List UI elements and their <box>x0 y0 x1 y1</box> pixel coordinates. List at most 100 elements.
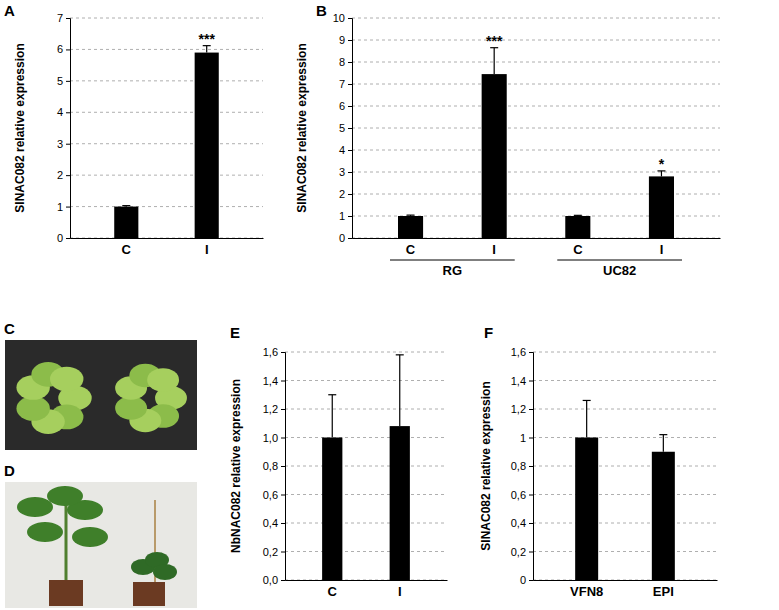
error-bar <box>328 395 336 438</box>
grid-line <box>352 62 720 63</box>
tick: 6 <box>57 43 70 55</box>
tick-label: 0,4 <box>511 517 526 529</box>
annotation: * <box>659 156 665 172</box>
tick-mark <box>281 381 285 382</box>
panel-label: F <box>484 324 493 341</box>
tick-mark <box>529 438 533 439</box>
plant <box>16 362 91 434</box>
bar <box>322 438 342 581</box>
tick-mark <box>529 495 533 496</box>
bar <box>565 216 590 238</box>
tick-mark <box>348 172 352 173</box>
tick: 7 <box>57 12 70 24</box>
tick-label: C <box>573 242 583 257</box>
tick-label: I <box>205 242 209 257</box>
tick: I <box>660 238 664 257</box>
tick: 0 <box>57 232 70 244</box>
tick-mark <box>529 580 533 581</box>
tick: 0,6 <box>511 489 533 501</box>
tick-mark <box>281 409 285 410</box>
error-bar <box>574 215 582 217</box>
plant <box>17 486 108 606</box>
tick-label: 6 <box>339 100 345 112</box>
tick: C <box>573 238 583 257</box>
tick-label: 1 <box>339 210 345 222</box>
grid-line <box>285 551 447 552</box>
pot <box>133 582 165 606</box>
tick-label: EPI <box>653 584 674 599</box>
tick-mark <box>66 175 70 176</box>
tick: 0,8 <box>263 460 285 472</box>
grid <box>352 18 720 238</box>
error-cap <box>574 215 582 216</box>
pot <box>49 580 83 606</box>
panel: 00,20,40,60,811,21,41,6VFN8EPISlNAC082 r… <box>479 324 717 599</box>
grid <box>533 352 717 580</box>
error-cap <box>583 400 591 401</box>
tick-mark <box>281 552 285 553</box>
error-bar <box>583 400 591 437</box>
tick-mark <box>66 18 70 19</box>
tick-label: 8 <box>339 56 345 68</box>
tick: 0,4 <box>511 517 533 529</box>
y-axis-title: SlNAC082 relative expression <box>295 43 309 212</box>
tick-label: 0 <box>57 232 63 244</box>
figure: 01234567CI***SlNAC082 relative expressio… <box>0 0 779 610</box>
tick-label: 0 <box>520 574 526 586</box>
x-axis: CI <box>71 238 264 257</box>
tick-mark <box>529 552 533 553</box>
tick: I <box>398 580 402 599</box>
tick: 1 <box>339 210 352 222</box>
leaf <box>50 367 83 392</box>
grid-line <box>352 40 720 41</box>
bar <box>652 452 675 580</box>
tick-mark <box>281 438 285 439</box>
tick-label: 1 <box>57 201 63 213</box>
photo-background <box>5 340 197 450</box>
tick: C <box>406 238 416 257</box>
bar <box>649 176 674 238</box>
tick: I <box>492 238 496 257</box>
grid-line <box>352 172 720 173</box>
error-bar <box>396 355 404 426</box>
tick-label: I <box>398 584 402 599</box>
bar <box>114 207 138 238</box>
tick-label: 1,2 <box>511 403 526 415</box>
group-label: RG <box>443 263 463 278</box>
tick-label: 10 <box>333 12 345 24</box>
plot-area <box>114 46 219 238</box>
tick: 0,8 <box>511 460 533 472</box>
plot-area <box>322 355 410 580</box>
axis-line <box>281 353 286 581</box>
tick-label: C <box>406 242 416 257</box>
tick: 1,2 <box>263 403 285 415</box>
tick-mark <box>348 106 352 107</box>
error-line <box>399 355 400 426</box>
x-axis: CICI <box>353 238 721 257</box>
y-axis: 00,20,40,60,811,21,41,6 <box>511 346 534 586</box>
tick-label: C <box>328 584 338 599</box>
tick-label: 4 <box>339 144 345 156</box>
tick-label: 3 <box>57 138 63 150</box>
tick-label: C <box>122 242 132 257</box>
leaf <box>47 486 83 506</box>
grid-line <box>533 551 717 552</box>
grid-line <box>352 106 720 107</box>
tick-mark <box>66 207 70 208</box>
y-axis: 01234567 <box>57 12 71 244</box>
tick-mark <box>66 49 70 50</box>
photo-background <box>5 482 197 608</box>
tick-label: 0 <box>339 232 345 244</box>
tick: 1 <box>57 201 70 213</box>
x-axis: CI <box>286 580 448 599</box>
tick-mark <box>281 352 285 353</box>
grid-line <box>285 409 447 410</box>
tick-label: 2 <box>339 188 345 200</box>
tick: 9 <box>339 34 352 46</box>
tick: 10 <box>333 12 352 24</box>
bar <box>390 426 410 580</box>
tick: 6 <box>339 100 352 112</box>
annotation: *** <box>199 31 216 47</box>
panel-label: D <box>4 462 15 479</box>
grid-line <box>352 150 720 151</box>
